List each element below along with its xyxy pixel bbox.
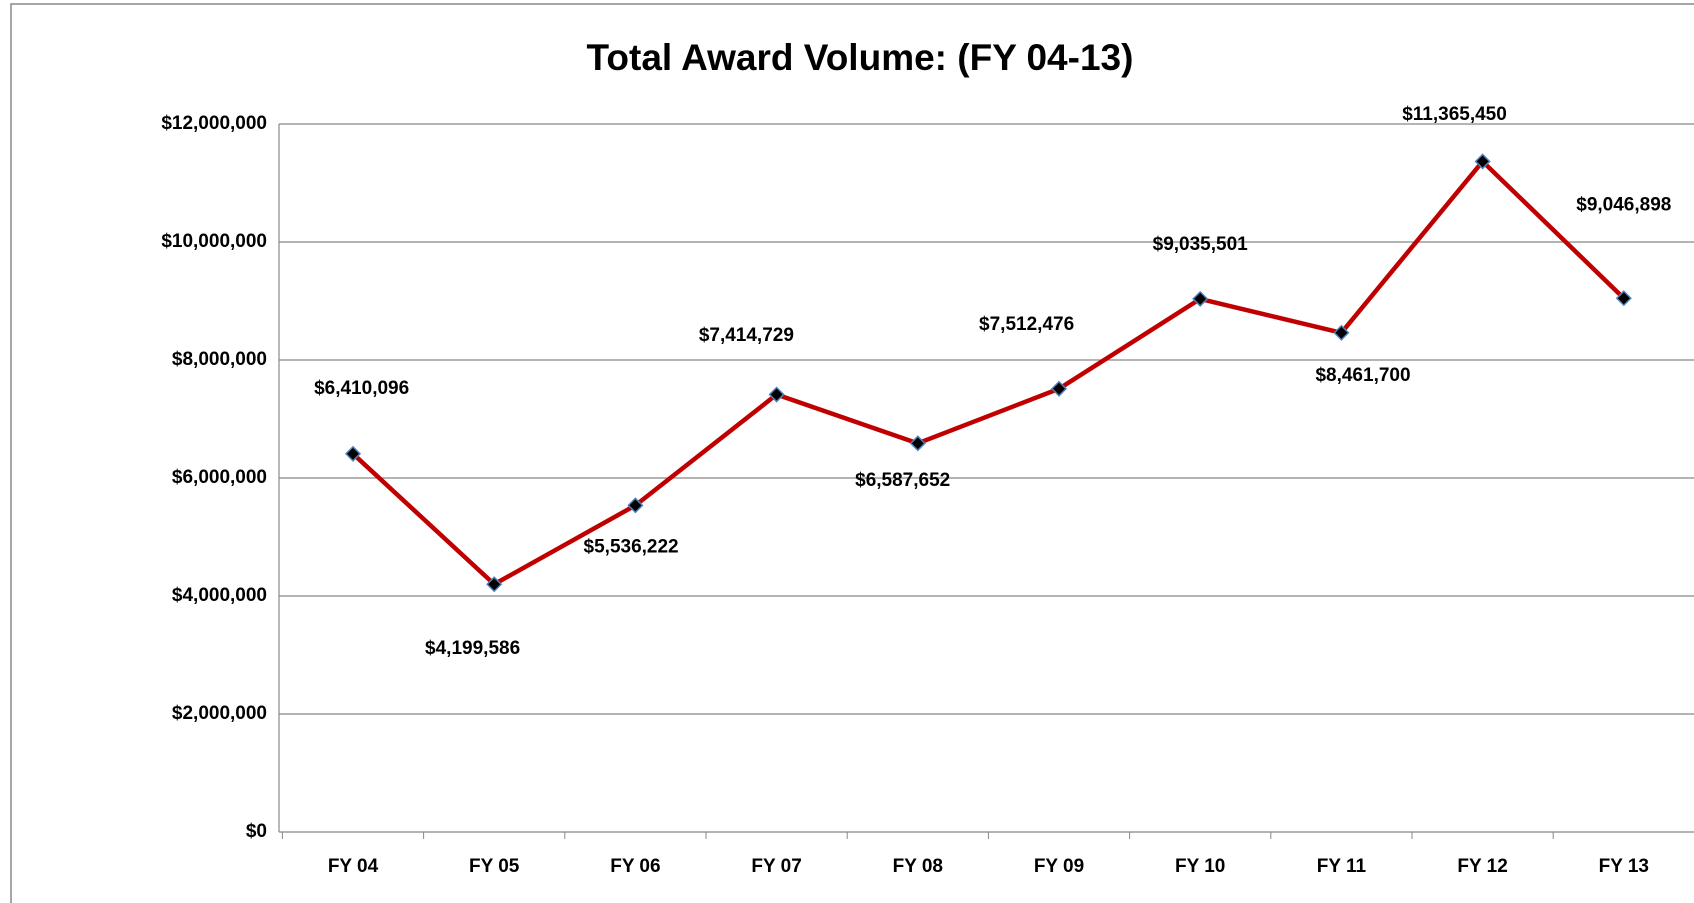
marker (1615, 290, 1632, 307)
marker (486, 576, 503, 593)
data-label: $5,536,222 (584, 536, 679, 557)
x-tick-label: FY 07 (751, 856, 801, 877)
y-tick-label: $0 (246, 821, 267, 842)
line (351, 159, 1626, 587)
marker (627, 497, 644, 514)
data-label: $7,414,729 (699, 325, 794, 346)
y-tick-label: $4,000,000 (172, 585, 267, 606)
marker (1333, 324, 1350, 341)
marker (909, 435, 926, 452)
chart-title: Total Award Volume: (FY 04-13) (587, 37, 1134, 78)
x-tick-label: FY 11 (1317, 856, 1367, 877)
data-label: $4,199,586 (425, 638, 520, 659)
data-label: $11,365,450 (1402, 104, 1507, 125)
data-label: $9,046,898 (1576, 194, 1671, 215)
marker (344, 445, 362, 462)
y-tick-label: $8,000,000 (172, 349, 267, 370)
x-tick-label: FY 05 (469, 856, 520, 877)
marker (768, 386, 785, 403)
data-label: $6,587,652 (855, 470, 950, 491)
x-tick-label: FY 12 (1457, 856, 1507, 877)
data-label: $7,512,476 (979, 314, 1074, 335)
x-tick-label: FY 08 (893, 856, 943, 877)
chart-frame (10, 3, 1694, 903)
x-tick-label: FY 10 (1175, 856, 1225, 877)
y-tick-label: $6,000,000 (172, 467, 267, 488)
y-tick-label: $10,000,000 (161, 231, 267, 252)
data-label: $9,035,501 (1153, 234, 1249, 255)
marker (1474, 153, 1491, 170)
marker (1050, 380, 1068, 397)
x-tick-label: FY 06 (610, 856, 660, 877)
x-tick-label: FY 09 (1034, 856, 1084, 877)
data-label: $6,410,096 (314, 378, 409, 399)
x-tick-label: FY 04 (328, 856, 379, 877)
marker (1192, 290, 1209, 307)
data-label: $8,461,700 (1315, 365, 1410, 386)
x-tick-label: FY 13 (1599, 856, 1649, 877)
y-tick-label: $2,000,000 (172, 703, 267, 724)
y-tick-label: $12,000,000 (161, 113, 267, 134)
